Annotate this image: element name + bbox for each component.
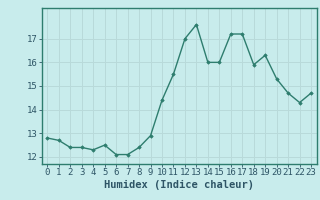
X-axis label: Humidex (Indice chaleur): Humidex (Indice chaleur) xyxy=(104,180,254,190)
